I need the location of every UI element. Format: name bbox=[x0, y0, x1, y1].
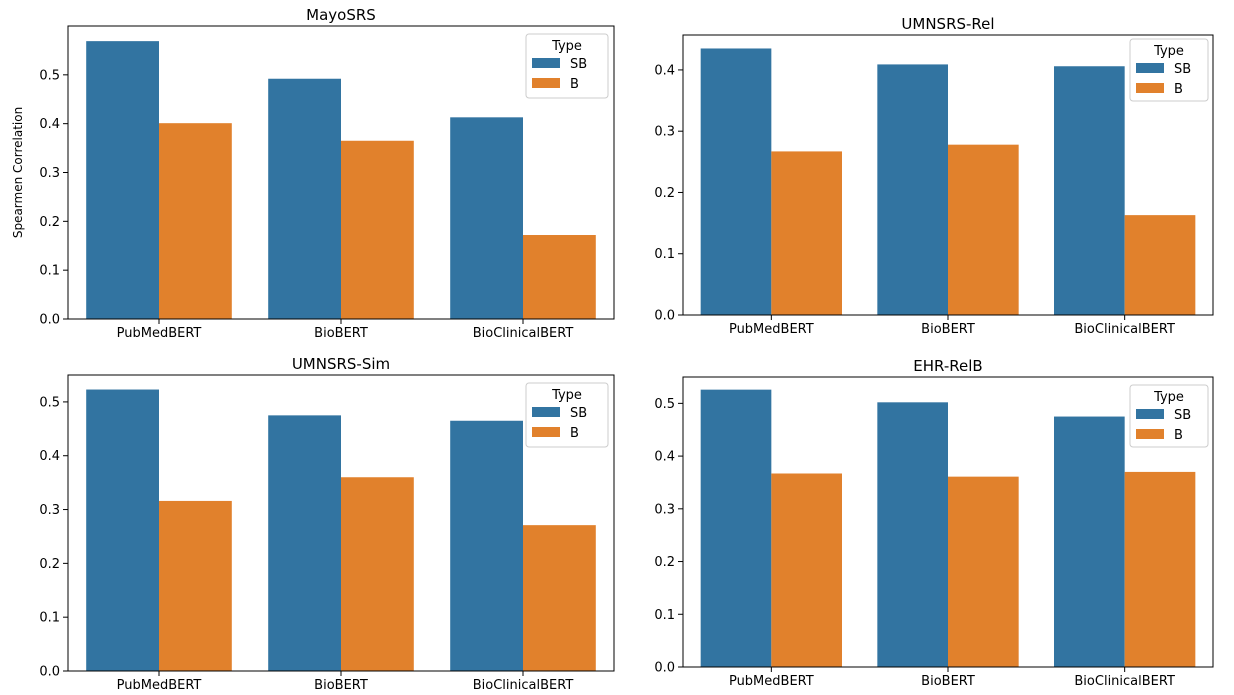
y-tick-label: 0.1 bbox=[39, 264, 60, 279]
chart-title: UMNSRS-Rel bbox=[901, 15, 994, 33]
bar-b-biobert bbox=[948, 144, 1019, 315]
legend-entry-sb: SB bbox=[570, 57, 587, 72]
y-tick-label: 0.4 bbox=[39, 117, 60, 132]
y-tick-label: 0.5 bbox=[654, 397, 675, 412]
y-tick-label: 0.0 bbox=[654, 309, 675, 324]
x-tick-label: PubMedBERT bbox=[729, 674, 814, 689]
bar-sb-bioclinicalbert bbox=[1054, 416, 1125, 667]
bar-b-biobert bbox=[341, 140, 414, 319]
legend-swatch-b bbox=[1136, 83, 1164, 93]
x-tick-label: BioBERT bbox=[921, 674, 975, 689]
y-tick-label: 0.0 bbox=[654, 661, 675, 676]
bar-b-pubmedbert bbox=[159, 123, 232, 320]
bar-b-bioclinicalbert bbox=[1124, 471, 1196, 667]
bar-sb-bioclinicalbert bbox=[1054, 66, 1125, 315]
legend-swatch-sb bbox=[1136, 63, 1164, 73]
bar-sb-pubmedbert bbox=[700, 48, 772, 315]
bar-sb-biobert bbox=[268, 415, 341, 671]
legend-entry-b: B bbox=[1174, 428, 1183, 443]
y-tick-label: 0.2 bbox=[39, 215, 60, 230]
chart-panel-1: 0.0 0.1 0.2 0.3 0.4 0.5 PubMedBERT BioBERT BioCl… bbox=[11, 6, 615, 341]
chart-title: UMNSRS-Sim bbox=[292, 355, 390, 373]
y-tick-label: 0.5 bbox=[39, 68, 60, 83]
x-tick-label: BioBERT bbox=[314, 678, 368, 693]
x-tick-label: BioBERT bbox=[921, 322, 975, 337]
chart-title: EHR-RelB bbox=[913, 357, 982, 375]
y-tick-label: 0.0 bbox=[39, 665, 60, 680]
x-tick-label: PubMedBERT bbox=[729, 322, 814, 337]
x-tick-label: BioClinicalBERT bbox=[473, 326, 574, 341]
y-axis-label: Spearmen Correlation bbox=[11, 107, 25, 238]
y-tick-label: 0.3 bbox=[654, 502, 675, 517]
bar-sb-biobert bbox=[877, 402, 948, 667]
legend-swatch-sb bbox=[532, 58, 560, 68]
legend: Type SB B bbox=[1129, 38, 1209, 102]
bar-b-bioclinicalbert bbox=[523, 235, 596, 319]
legend-title: Type bbox=[1153, 390, 1184, 405]
chart-panel-2: 0.0 0.1 0.2 0.3 0.4 PubMedBERT BioBERT BioClini… bbox=[654, 15, 1214, 337]
chart-title: MayoSRS bbox=[306, 6, 376, 24]
legend-swatch-sb bbox=[1136, 409, 1164, 419]
legend-entry-b: B bbox=[1174, 82, 1183, 97]
x-tick-label: PubMedBERT bbox=[117, 326, 202, 341]
y-tick-label: 0.0 bbox=[39, 313, 60, 328]
y-tick-label: 0.1 bbox=[654, 608, 675, 623]
legend-swatch-b bbox=[532, 78, 560, 88]
bar-b-bioclinicalbert bbox=[1124, 215, 1196, 315]
legend: Type SB B bbox=[525, 382, 609, 448]
bar-sb-pubmedbert bbox=[700, 389, 772, 667]
bar-b-pubmedbert bbox=[159, 500, 232, 671]
y-tick-label: 0.1 bbox=[654, 247, 675, 262]
legend: Type SB B bbox=[1129, 384, 1209, 448]
bar-b-biobert bbox=[341, 477, 414, 671]
bar-sb-pubmedbert bbox=[86, 41, 159, 319]
x-tick-label: BioBERT bbox=[314, 326, 368, 341]
legend-entry-b: B bbox=[570, 77, 579, 92]
bar-sb-pubmedbert bbox=[86, 389, 159, 671]
y-tick-label: 0.4 bbox=[39, 449, 60, 464]
x-tick-label: BioClinicalBERT bbox=[1074, 322, 1175, 337]
y-tick-label: 0.3 bbox=[39, 166, 60, 181]
y-tick-label: 0.3 bbox=[654, 125, 675, 140]
legend-entry-sb: SB bbox=[1174, 62, 1191, 77]
legend-title: Type bbox=[551, 388, 582, 403]
legend-entry-sb: SB bbox=[570, 406, 587, 421]
bar-sb-bioclinicalbert bbox=[450, 117, 523, 319]
legend-swatch-b bbox=[532, 427, 560, 437]
legend-entry-b: B bbox=[570, 426, 579, 441]
y-tick-label: 0.5 bbox=[39, 395, 60, 410]
bar-sb-bioclinicalbert bbox=[450, 420, 523, 671]
legend-swatch-sb bbox=[532, 407, 560, 417]
chart-panel-4: 0.0 0.1 0.2 0.3 0.4 0.5 PubMedBERT BioBERT BioCl… bbox=[654, 357, 1214, 689]
x-tick-label: BioClinicalBERT bbox=[1074, 674, 1175, 689]
y-tick-label: 0.2 bbox=[39, 557, 60, 572]
y-tick-label: 0.2 bbox=[654, 555, 675, 570]
y-tick-label: 0.1 bbox=[39, 611, 60, 626]
bar-sb-biobert bbox=[268, 78, 341, 320]
legend-entry-sb: SB bbox=[1174, 408, 1191, 423]
bar-b-biobert bbox=[948, 476, 1019, 667]
bar-b-pubmedbert bbox=[771, 473, 842, 667]
legend-title: Type bbox=[551, 39, 582, 54]
bar-b-pubmedbert bbox=[771, 151, 842, 315]
y-tick-label: 0.4 bbox=[654, 63, 675, 78]
chart-panel-3: 0.0 0.1 0.2 0.3 0.4 0.5 PubMedBERT BioBERT BioCl… bbox=[39, 355, 615, 693]
x-tick-label: PubMedBERT bbox=[117, 678, 202, 693]
bar-sb-biobert bbox=[877, 64, 948, 315]
legend: Type SB B bbox=[525, 33, 609, 99]
y-tick-label: 0.4 bbox=[654, 450, 675, 465]
legend-title: Type bbox=[1153, 44, 1184, 59]
y-tick-label: 0.2 bbox=[654, 186, 675, 201]
legend-swatch-b bbox=[1136, 429, 1164, 439]
y-tick-label: 0.3 bbox=[39, 503, 60, 518]
x-tick-label: BioClinicalBERT bbox=[473, 678, 574, 693]
bar-b-bioclinicalbert bbox=[523, 525, 596, 671]
